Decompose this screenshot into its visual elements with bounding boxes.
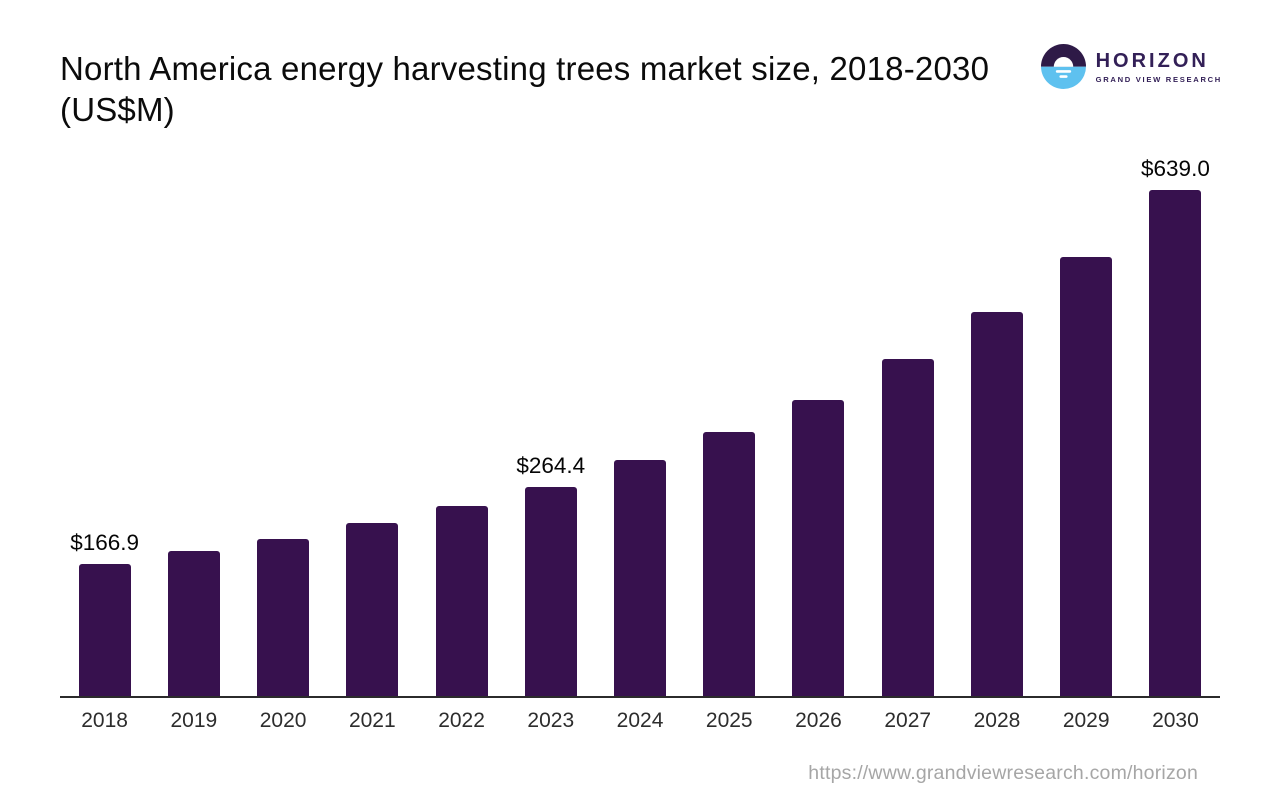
- bar-2025: [703, 432, 756, 696]
- chart-column-2020: 2020: [238, 153, 328, 733]
- bar-2024: [614, 460, 667, 696]
- bar-area-2027: [863, 153, 953, 698]
- chart-column-2026: 2026: [773, 153, 864, 733]
- chart-column-2018: $166.9 2018: [60, 153, 150, 733]
- x-tick-2025: 2025: [705, 709, 753, 732]
- bar-area-2026: [773, 153, 864, 698]
- brand-subtitle: GRAND VIEW RESEARCH: [1095, 74, 1222, 84]
- bar-area-2022: [416, 153, 507, 698]
- bar-area-2019: [149, 153, 239, 698]
- bar-chart: $166.9 2018 2019 2020 2021 2022 $264.4 2023 2024…: [60, 153, 1221, 733]
- bar-2018: [78, 564, 131, 696]
- x-tick-2020: 2020: [259, 709, 307, 732]
- brand-logo: HORIZON GRAND VIEW RESEARCH: [1040, 44, 1222, 89]
- bar-area-2025: [684, 153, 774, 698]
- chart-column-2030: $639.0 2030: [1130, 153, 1221, 733]
- x-tick-2028: 2028: [973, 709, 1021, 732]
- bar-area-2023: $264.4: [506, 153, 596, 698]
- x-tick-2029: 2029: [1062, 709, 1110, 732]
- x-tick-2024: 2024: [616, 709, 664, 732]
- chart-column-2019: 2019: [149, 153, 239, 733]
- x-tick-2030: 2030: [1152, 709, 1199, 732]
- chart-title: North America energy harvesting trees ma…: [60, 50, 990, 128]
- bar-area-2020: [238, 153, 328, 698]
- x-tick-2021: 2021: [348, 709, 396, 732]
- chart-column-2027: 2027: [863, 153, 953, 733]
- bar-2029: [1060, 257, 1113, 696]
- chart-column-2025: 2025: [684, 153, 774, 733]
- chart-column-2029: 2029: [1041, 153, 1131, 733]
- bar-area-2030: $639.0: [1130, 153, 1221, 698]
- bar-2021: [346, 523, 399, 696]
- chart-column-2024: 2024: [595, 153, 685, 733]
- data-label-2023: $264.4: [516, 453, 586, 478]
- bar-area-2028: [952, 153, 1042, 698]
- chart-column-2022: 2022: [416, 153, 507, 733]
- bar-2027: [881, 359, 934, 696]
- brand-logo-text: HORIZON GRAND VIEW RESEARCH: [1096, 50, 1222, 84]
- x-tick-2023: 2023: [527, 709, 575, 732]
- bar-2019: [167, 551, 220, 696]
- bar-area-2018: $166.9: [60, 153, 150, 698]
- bar-2028: [970, 312, 1023, 696]
- bar-2020: [257, 539, 310, 696]
- bar-area-2021: [327, 153, 417, 698]
- bar-2022: [435, 506, 488, 696]
- chart-column-2023: $264.4 2023: [506, 153, 596, 733]
- x-tick-2022: 2022: [438, 709, 485, 732]
- bar-2023: [524, 487, 577, 696]
- data-label-2030: $639.0: [1141, 156, 1210, 181]
- chart-column-2021: 2021: [327, 153, 417, 733]
- bar-area-2029: [1041, 153, 1131, 698]
- bar-area-2024: [595, 153, 685, 698]
- data-label-2018: $166.9: [70, 530, 140, 555]
- brand-name: HORIZON: [1095, 49, 1209, 72]
- x-tick-2027: 2027: [884, 709, 932, 732]
- x-tick-2018: 2018: [81, 709, 128, 732]
- horizon-sun-icon: [1040, 44, 1086, 89]
- bar-2030: [1149, 190, 1202, 696]
- plot-area: $166.9 2018 2019 2020 2021 2022 $264.4 2023 2024…: [60, 153, 1221, 733]
- bar-2026: [792, 400, 845, 696]
- chart-column-2028: 2028: [952, 153, 1042, 733]
- x-tick-2026: 2026: [795, 709, 842, 732]
- source-url: https://www.grandviewresearch.com/horizo…: [808, 762, 1198, 784]
- x-tick-2019: 2019: [170, 709, 218, 732]
